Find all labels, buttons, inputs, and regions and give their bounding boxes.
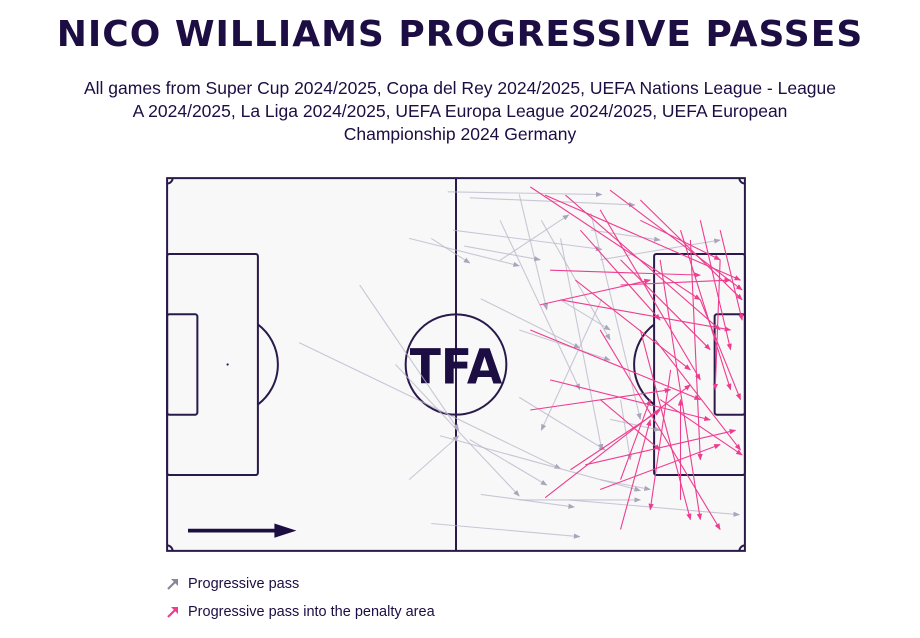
- left-six-yard-box: [167, 314, 197, 414]
- progressive-pass-arrow: [395, 365, 522, 499]
- penalty-area-pass-arrow: [600, 400, 663, 453]
- penalty-area-pass-arrow: [720, 230, 746, 324]
- penalty-area-pass-arrow: [701, 260, 731, 394]
- direction-arrow: [188, 523, 297, 538]
- penalty-area-pass-arrow: [550, 259, 704, 289]
- left-penalty-arc: [258, 324, 278, 404]
- progressive-pass-arrow: [481, 488, 578, 518]
- legend-item-penalty-area-pass: Progressive pass into the penalty area: [166, 598, 435, 626]
- progressive-pass-arrow: [519, 330, 614, 364]
- penalty-area-pass-arrow: [566, 195, 723, 333]
- progressive-pass-arrow: [448, 179, 606, 209]
- progressive-pass-arrow: [481, 299, 584, 348]
- progressive-pass-arrow: [431, 233, 473, 263]
- subtitle-line: A 2024/2025, La Liga 2024/2025, UEFA Eur…: [132, 101, 788, 121]
- penalty-area-pass-arrow: [660, 260, 710, 524]
- progressive-pass-arrow: [464, 239, 544, 269]
- penalty-area-pass-arrow: [621, 260, 713, 353]
- progressive-pass-arrow: [431, 519, 584, 549]
- legend-label: Progressive pass: [188, 576, 300, 592]
- pitch-pass-map: TFA: [166, 177, 746, 552]
- progressive-pass-arrow: [409, 433, 462, 480]
- page-title: NICO WILLIAMS PROGRESSIVE PASSES: [56, 14, 864, 55]
- progressive-pass-arrow: [360, 285, 459, 434]
- progressive-pass-arrow: [591, 213, 647, 423]
- progressive-pass-arrow: [561, 300, 614, 330]
- subtitle: All games from Super Cup 2024/2025, Copa…: [0, 77, 920, 146]
- penalty-spot: [226, 363, 229, 366]
- legend-label: Progressive pass into the penalty area: [188, 604, 435, 620]
- penalty-area-pass-arrow: [640, 220, 724, 259]
- progressive-pass-arrow: [591, 221, 664, 250]
- subtitle-line: Championship 2024 Germany: [343, 124, 577, 144]
- legend: Progressive pass Progressive pass into t…: [166, 570, 435, 626]
- penalty-area-pass-arrow: [700, 300, 740, 403]
- corner-arcs: [167, 178, 745, 551]
- penalty-area-pass-arrow: [621, 267, 735, 296]
- subtitle-line: All games from Super Cup 2024/2025, Copa…: [83, 78, 837, 98]
- arrow-icon: [167, 579, 178, 590]
- progressive-pass-arrow: [299, 343, 564, 469]
- penalty-area-pass-arrow: [575, 280, 694, 370]
- tfa-logo: TFA: [410, 341, 502, 396]
- penalty-area-passes: [530, 187, 746, 533]
- legend-item-progressive-pass: Progressive pass: [166, 570, 435, 598]
- arrow-icon: [167, 607, 178, 618]
- penalty-area-pass-arrow: [684, 240, 714, 464]
